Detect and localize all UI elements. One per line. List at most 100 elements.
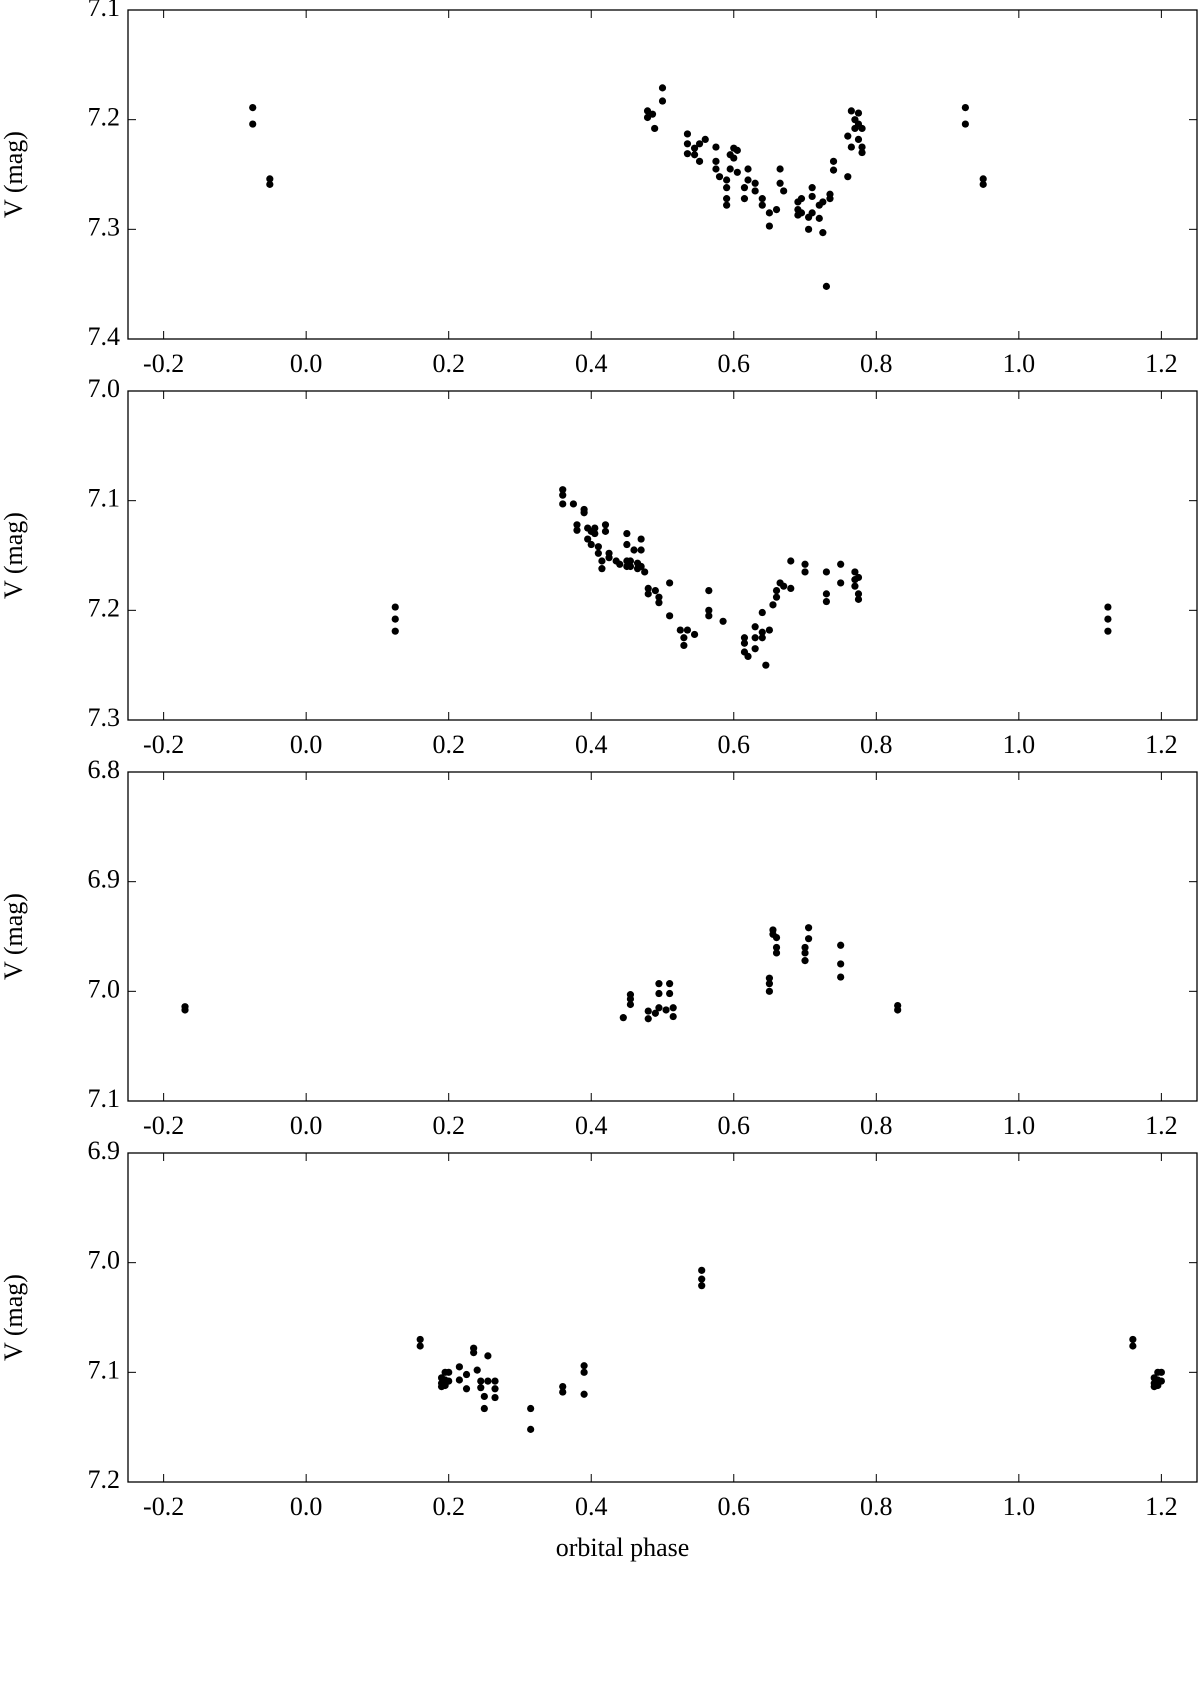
- x-tick-label: 0.6: [718, 1111, 751, 1140]
- y-axis-label: V (mag): [0, 131, 28, 218]
- data-point: [626, 562, 635, 571]
- data-point: [462, 1385, 471, 1393]
- data-point: [780, 187, 788, 195]
- data-point: [480, 1392, 488, 1401]
- data-point: [723, 176, 731, 184]
- data-point: [462, 1370, 471, 1379]
- x-tick-label: 0.6: [718, 349, 751, 378]
- data-point: [705, 612, 713, 620]
- data-point: [797, 209, 806, 217]
- data-point: [669, 1012, 677, 1021]
- data-point: [712, 157, 720, 165]
- x-tick-label: 0.0: [290, 730, 323, 759]
- data-point: [648, 110, 657, 118]
- data-point: [491, 1393, 499, 1402]
- data-point: [644, 590, 652, 598]
- data-point: [594, 549, 602, 557]
- x-tick-label: -0.2: [143, 730, 184, 759]
- data-point: [1157, 1377, 1165, 1385]
- data-point: [584, 535, 592, 543]
- data-point: [655, 593, 663, 601]
- data-point: [484, 1352, 492, 1360]
- data-point: [683, 150, 692, 158]
- data-point: [655, 989, 663, 998]
- data-point: [573, 526, 581, 534]
- data-point: [751, 187, 759, 195]
- data-point: [616, 560, 624, 568]
- data-point: [801, 560, 809, 568]
- y-tick-label: 7.2: [88, 593, 121, 622]
- data-point: [744, 176, 752, 184]
- x-tick-label: 1.0: [1003, 1111, 1036, 1140]
- x-tick-label: 0.2: [432, 730, 465, 759]
- data-point: [851, 582, 859, 590]
- data-point: [573, 521, 581, 529]
- x-tick-label: 0.0: [290, 1492, 323, 1521]
- data-point: [416, 1342, 424, 1350]
- data-point: [808, 209, 816, 217]
- data-point: [637, 562, 645, 571]
- data-point: [758, 195, 766, 203]
- data-point: [623, 529, 631, 538]
- data-point: [491, 1377, 499, 1385]
- data-point: [666, 612, 674, 620]
- data-point: [740, 639, 749, 647]
- data-point: [598, 557, 606, 565]
- x-tick-label: 0.0: [290, 349, 323, 378]
- data-point: [858, 143, 866, 151]
- data-point: [762, 661, 770, 669]
- plot-frame: [127, 9, 1198, 340]
- data-point: [591, 524, 599, 532]
- x-tick-label: -0.2: [143, 349, 184, 378]
- data-point: [758, 628, 766, 636]
- data-point: [695, 157, 704, 165]
- data-point: [666, 989, 674, 998]
- data-point: [480, 1404, 488, 1413]
- data-point: [266, 175, 274, 183]
- data-point: [826, 195, 834, 203]
- data-point: [758, 201, 766, 209]
- data-point: [470, 1348, 478, 1357]
- data-point: [1157, 1368, 1165, 1376]
- y-axis-label: V (mag): [0, 1274, 28, 1361]
- data-point: [626, 1000, 635, 1009]
- data-point: [740, 184, 749, 192]
- data-point: [765, 974, 774, 982]
- data-point: [626, 557, 635, 565]
- data-point: [587, 540, 595, 549]
- data-point: [637, 535, 645, 543]
- data-point: [559, 1388, 567, 1396]
- data-point: [559, 500, 567, 508]
- x-tick-label: 1.0: [1003, 730, 1036, 759]
- x-tick-label: 0.6: [718, 730, 751, 759]
- data-point: [477, 1384, 485, 1392]
- data-point: [391, 615, 399, 623]
- data-point: [804, 225, 813, 233]
- data-point: [559, 491, 567, 499]
- x-tick-label: 0.8: [860, 349, 893, 378]
- data-point: [765, 222, 774, 230]
- data-point: [605, 554, 613, 562]
- data-point: [527, 1404, 535, 1413]
- data-point: [1104, 615, 1112, 623]
- data-point: [829, 166, 838, 174]
- x-tick-label: 1.0: [1003, 349, 1036, 378]
- data-point: [723, 195, 731, 203]
- data-point: [680, 634, 688, 642]
- data-point: [772, 586, 781, 595]
- y-tick-label: 6.9: [88, 1136, 121, 1165]
- data-point: [804, 924, 813, 932]
- data-point: [858, 124, 866, 133]
- data-point: [733, 168, 741, 176]
- y-tick-label: 7.1: [88, 1084, 121, 1113]
- y-tick-label: 7.0: [88, 374, 121, 403]
- data-point: [698, 1266, 706, 1274]
- data-point: [854, 109, 863, 117]
- data-point: [765, 626, 774, 634]
- data-point: [559, 486, 567, 494]
- x-tick-label: 0.4: [575, 349, 608, 378]
- data-point: [740, 195, 749, 203]
- data-point: [698, 1282, 706, 1290]
- panel: -0.2 0.0 0.2 0.4 0.6 0.8 1.0 1.2 6.8 6.9 7.0 7.1 V (…: [0, 755, 1198, 1140]
